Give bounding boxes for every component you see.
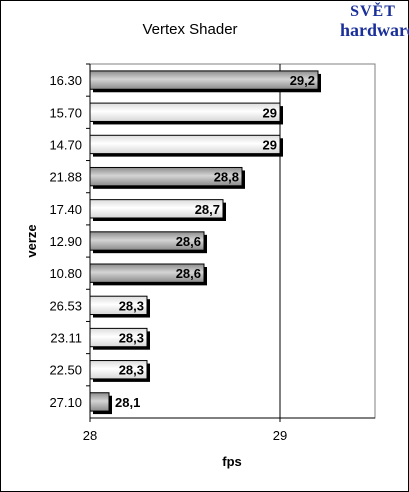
bar-value-label: 29	[263, 105, 277, 120]
bar	[89, 102, 281, 122]
bar-value-label: 28,3	[119, 363, 144, 378]
category-label: 10.80	[49, 266, 82, 281]
bar	[89, 70, 319, 90]
bar-value-label: 29	[263, 137, 277, 152]
bar-value-label: 28,3	[119, 298, 144, 313]
svet-hardware-logo: SVĚT hardware	[340, 2, 409, 44]
category-label: 26.53	[49, 298, 82, 313]
bar-value-label: 28,3	[119, 331, 144, 346]
category-labels: 16.30 15.70 14.70 21.88 17.40 12.90 10.80 26.53…	[49, 63, 375, 419]
category-label: 16.30	[49, 73, 82, 88]
category-label: 14.70	[49, 137, 82, 152]
bar-value-label: 28,1	[115, 395, 140, 410]
category-label: 23.11	[50, 331, 82, 346]
bar-value-label: 28,6	[176, 266, 201, 281]
bar-value-label: 29,2	[290, 73, 315, 88]
bar	[89, 392, 110, 412]
bars-group: 29,2 29 29 28,8 28,7 28,6 28,6 28,3 28,3 28,3 28,1	[89, 70, 321, 415]
x-tick-label: 28	[83, 428, 97, 443]
bar-value-label: 28,8	[214, 170, 239, 185]
category-label: 15.70	[49, 105, 82, 120]
y-axis-title: verze	[24, 224, 39, 257]
category-label: 21.88	[49, 170, 82, 185]
chart-title: Vertex Shader	[142, 21, 238, 38]
bar-value-label: 28,6	[176, 234, 201, 249]
logo-line-2: hardware	[340, 20, 409, 40]
category-label: 12.90	[49, 234, 82, 249]
x-axis-ticks: 28 29	[83, 418, 287, 443]
category-label: 22.50	[49, 363, 82, 378]
x-tick-label: 29	[273, 428, 287, 443]
category-label: 27.10	[49, 395, 82, 410]
bar	[89, 134, 281, 155]
x-axis-title: fps	[222, 454, 242, 469]
bar-value-label: 28,7	[195, 202, 220, 217]
category-label: 17.40	[49, 202, 82, 217]
logo-line-1: SVĚT	[350, 3, 396, 20]
